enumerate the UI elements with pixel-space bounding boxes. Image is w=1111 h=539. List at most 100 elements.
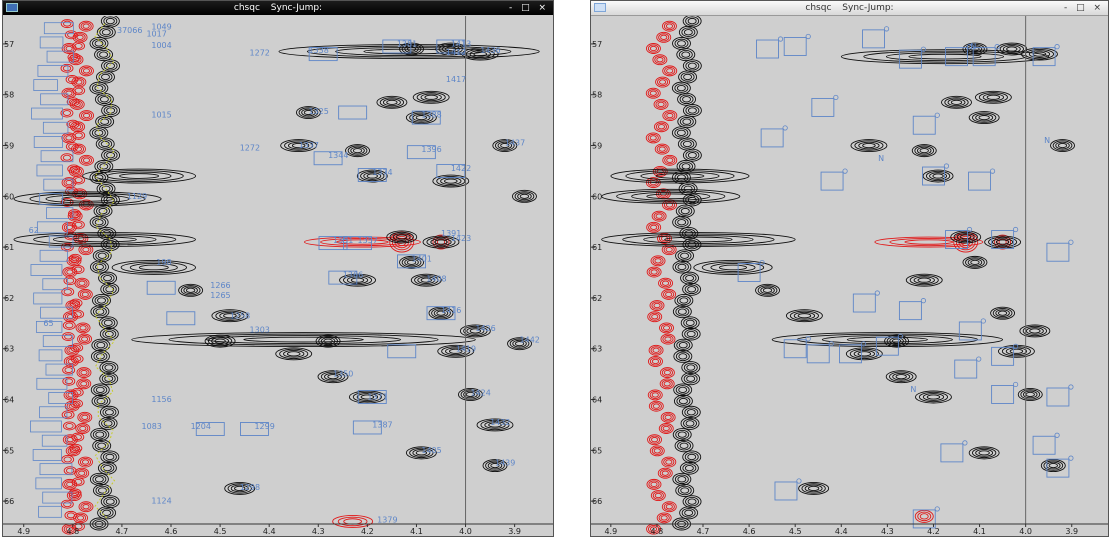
peak-label[interactable]: 1416: [441, 306, 461, 315]
assignment-box[interactable]: [46, 207, 74, 220]
assignment-box[interactable]: [397, 254, 426, 269]
assignment-box[interactable]: [308, 47, 338, 62]
assignment-box[interactable]: [240, 422, 269, 436]
assignment-box[interactable]: [48, 235, 74, 248]
assignment-box[interactable]: [36, 221, 68, 234]
peak-label[interactable]: 1379: [377, 515, 397, 524]
peak-label[interactable]: 1204: [191, 422, 211, 431]
peak-label[interactable]: N: [970, 42, 976, 51]
peak-label[interactable]: 1337: [299, 141, 319, 150]
assignment-box[interactable]: [37, 64, 69, 77]
assignment-box[interactable]: [820, 171, 844, 191]
peak-label[interactable]: 1419: [456, 344, 476, 353]
peak-label[interactable]: 1351: [333, 236, 353, 245]
box-handle[interactable]: [1012, 226, 1019, 233]
peak-label[interactable]: N: [910, 385, 916, 394]
box-handle[interactable]: [805, 336, 811, 342]
peak-label[interactable]: 1436: [480, 46, 500, 55]
assignment-box[interactable]: [328, 270, 358, 285]
assignment-box[interactable]: [852, 293, 876, 313]
assignment-box[interactable]: [387, 344, 417, 359]
assignment-box[interactable]: [48, 392, 73, 404]
assignment-box[interactable]: [46, 50, 74, 63]
assignment-box[interactable]: [912, 509, 936, 529]
box-handle[interactable]: [920, 46, 927, 52]
left-spectrum-window[interactable]: chsqc Sync-Jump: - □ × 4.9 4.8 4.7 4.6 4.5 4.…: [2, 0, 554, 537]
assignment-box[interactable]: [436, 163, 466, 178]
peak-label[interactable]: 198: [156, 258, 171, 267]
assignment-box[interactable]: [39, 36, 64, 49]
peak-label[interactable]: 1015: [151, 111, 171, 120]
box-handle[interactable]: [966, 226, 973, 233]
assignment-box[interactable]: [38, 505, 62, 518]
assignment-box[interactable]: [991, 346, 1015, 366]
assignment-box[interactable]: [1046, 242, 1070, 262]
assignment-box[interactable]: [945, 47, 968, 67]
peak-label[interactable]: 1371: [367, 393, 387, 402]
box-handle[interactable]: [966, 44, 973, 50]
assignment-box[interactable]: [41, 434, 68, 447]
assignment-box[interactable]: [38, 349, 63, 362]
peak-label[interactable]: 1437: [505, 139, 525, 148]
peak-label[interactable]: 1422: [451, 164, 471, 173]
assignment-box[interactable]: [774, 481, 798, 501]
box-handle[interactable]: [1068, 239, 1074, 245]
peak-label[interactable]: 1265: [210, 291, 230, 300]
assignment-box[interactable]: [42, 121, 69, 134]
spectrum-plot[interactable]: 4.9 4.8 4.7 4.6 4.5 4.4 4.3 4.2 4.1 4.0 3.9 57 58 59 6…: [3, 16, 553, 536]
assignment-box[interactable]: [33, 79, 58, 91]
peak-label[interactable]: 1344: [328, 151, 348, 160]
peak-label[interactable]: 1272: [240, 144, 260, 153]
assignment-box[interactable]: [35, 477, 62, 490]
assignment-box[interactable]: [33, 292, 63, 305]
box-handle[interactable]: [782, 125, 788, 131]
assignment-box[interactable]: [35, 321, 63, 333]
assignment-box[interactable]: [1032, 47, 1056, 67]
box-handle[interactable]: [860, 341, 867, 347]
box-handle[interactable]: [1068, 384, 1074, 390]
peak-label[interactable]: 1049: [151, 23, 171, 32]
assignment-box[interactable]: [36, 377, 68, 390]
assignment-box[interactable]: [30, 420, 62, 433]
box-handle[interactable]: [842, 168, 848, 174]
peak-label[interactable]: 1442: [520, 336, 540, 345]
assignment-box[interactable]: [839, 344, 862, 364]
peak-label[interactable]: 1017: [146, 29, 166, 38]
assignment-box[interactable]: [922, 166, 945, 186]
assignment-box[interactable]: [39, 249, 68, 262]
assignment-box[interactable]: [411, 110, 441, 125]
peak-label[interactable]: 1083: [142, 422, 162, 431]
peak-label[interactable]: 1417: [446, 75, 466, 84]
peak-label[interactable]: 1387: [372, 420, 392, 429]
box-handle[interactable]: [943, 163, 950, 169]
peak-label[interactable]: 1357: [358, 236, 378, 245]
assignment-box[interactable]: [33, 136, 63, 148]
assignment-box[interactable]: [958, 321, 982, 341]
assignment-box[interactable]: [31, 107, 63, 120]
assignment-box[interactable]: [42, 278, 68, 291]
assignment-box[interactable]: [811, 97, 835, 117]
assignment-box[interactable]: [40, 150, 74, 163]
peak-label[interactable]: 1004: [151, 41, 171, 50]
assignment-box[interactable]: [338, 105, 368, 120]
box-handle[interactable]: [920, 298, 927, 304]
box-handle[interactable]: [989, 168, 996, 174]
assignment-box[interactable]: [313, 151, 343, 166]
box-handle[interactable]: [796, 478, 802, 484]
assignment-box[interactable]: [862, 29, 885, 49]
peak-label[interactable]: 1129: [127, 192, 147, 201]
assignment-box[interactable]: [991, 385, 1015, 404]
peak-label[interactable]: 1325: [308, 107, 328, 116]
assignment-box[interactable]: [42, 335, 73, 348]
peak-label[interactable]: 1401: [412, 254, 432, 263]
box-handle[interactable]: [934, 112, 940, 118]
box-handle[interactable]: [980, 318, 986, 324]
box-handle[interactable]: [828, 341, 834, 347]
assignment-box[interactable]: [806, 344, 830, 364]
assignment-box[interactable]: [36, 164, 63, 177]
peak-label[interactable]: 1423: [451, 234, 471, 243]
box-handle[interactable]: [1012, 381, 1019, 388]
title-bar[interactable]: chsqc Sync-Jump: - □ ×: [3, 1, 553, 15]
box-handle[interactable]: [805, 33, 811, 40]
peak-label[interactable]: 1350: [333, 370, 353, 379]
